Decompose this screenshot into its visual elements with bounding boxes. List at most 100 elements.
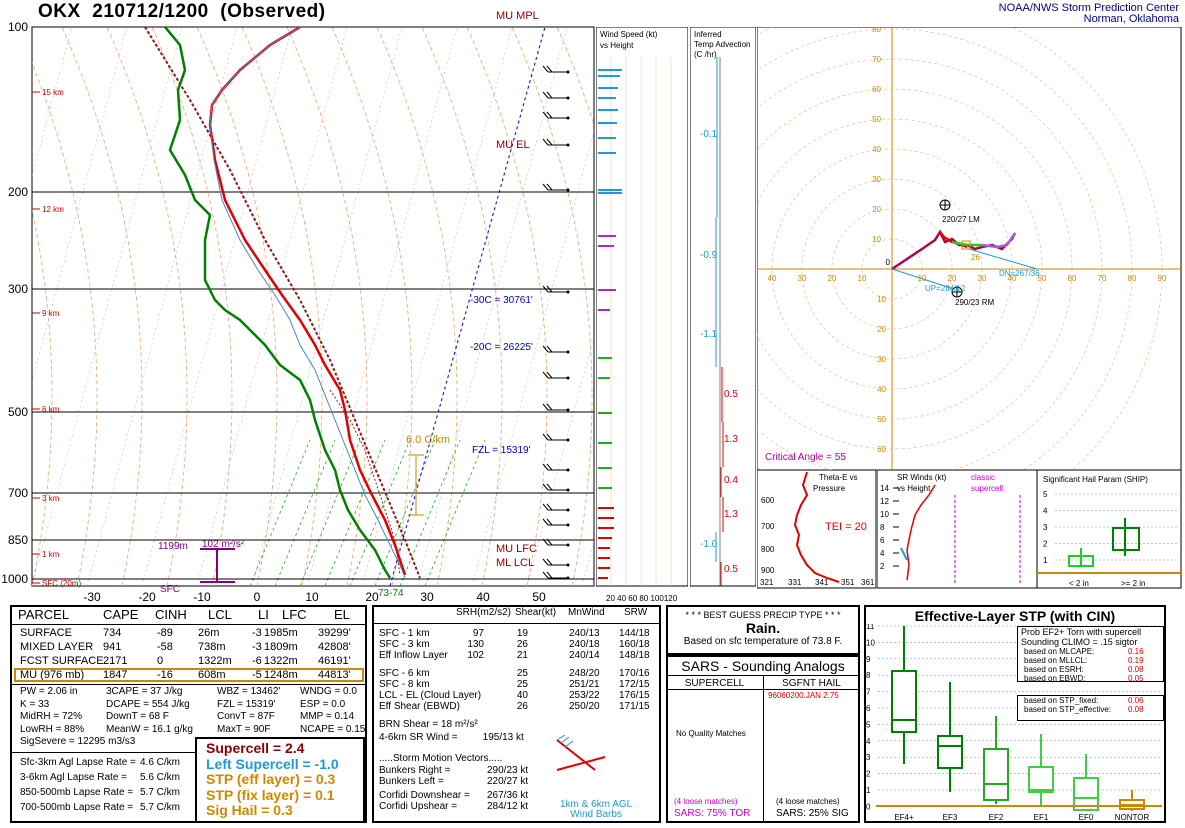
wind-barb-base	[566, 70, 570, 74]
wind-barb-feather	[546, 538, 553, 546]
sr-wind-profile	[906, 484, 936, 581]
station-id: OKX	[38, 1, 81, 22]
corfidi-down-value: 267/36 kt	[487, 790, 529, 801]
hodo-x-label: 30	[798, 274, 807, 283]
hodo-ring-label: 80	[872, 27, 881, 34]
wind-barb-feather	[542, 183, 549, 191]
hodo-x-label: 10	[918, 274, 927, 283]
isotherm	[141, 27, 293, 586]
wind-barb-base	[566, 543, 570, 547]
lapse-rate-value: 5.6 C/km	[140, 772, 181, 783]
stp-ytick: 6	[866, 704, 871, 713]
wind-barb-feather	[542, 503, 549, 511]
parcel-hdr-el: EL	[334, 607, 350, 622]
kinematics-cell: 144/18	[619, 628, 650, 639]
height-axis: 15 km 12 km 9 km 6 km 3 km 1 km SFC (20m)	[32, 88, 81, 588]
isotherm	[416, 27, 568, 586]
te-xtick-361: 361	[861, 578, 875, 587]
index-value: ESP = 0.0	[300, 698, 346, 710]
parcel-cell: -89	[157, 627, 173, 639]
parcel-hdr-cape: CAPE	[103, 607, 139, 622]
kinematics-cell: 26	[516, 701, 528, 712]
stp-prob-label: based on MLCAPE:	[1024, 647, 1095, 656]
stp-prob-box: Prob EF2+ Torn with supercell Sounding C…	[1017, 626, 1164, 683]
stp-ytick: 9	[866, 655, 871, 664]
lapse-rate-value: 5.7 C/km	[140, 787, 181, 798]
hodo-y-label: 10	[877, 295, 886, 304]
corfidi-down-label: Corfidi Downshear =	[379, 790, 470, 801]
ship-panel: Significant Hail Param (SHIP) 5 4 3 2 1 < 2 …	[1037, 470, 1182, 589]
m20c-label: -20C = 26225'	[470, 342, 533, 353]
sr-winds-panel: SR Winds (kt) vs Height classic supercel…	[877, 470, 1037, 589]
wind-speed-bar	[598, 137, 616, 139]
kinematics-cell: 160/18	[619, 639, 650, 650]
sr-wind-46: 4-6km SR Wind = 195/13 kt	[379, 732, 524, 743]
precip-based: Based on sfc temperature of 73.8 F.	[683, 636, 843, 647]
parcel-cell: -3	[252, 641, 262, 653]
sfc-temps-label: 73-74	[378, 588, 404, 599]
composite-index: STP (eff layer) = 0.3	[206, 771, 336, 787]
kinematics-cell: 148/18	[619, 650, 650, 661]
index-value: DCAPE = 554 J/kg	[106, 698, 190, 710]
kinematics-row: SFC - 6 km 25 248/20 170/16	[379, 668, 659, 679]
precip-content: * * * BEST GUESS PRECIP TYPE * * * Rain.…	[666, 610, 860, 647]
index-value: SigSevere = 12295 m3/s3	[20, 736, 136, 747]
dry-adiabat	[331, 27, 413, 586]
dry-adiabat	[0, 27, 7, 586]
lapse-rate-label: 3-6km Agl Lapse Rate =	[20, 772, 128, 783]
analogs-vertical-divider	[763, 676, 764, 823]
te-ytick-800: 800	[761, 545, 775, 554]
parcel-cell: -3	[252, 627, 262, 639]
wind-speed-bar	[598, 75, 620, 77]
analogs-no-quality: No Quality Matches	[676, 729, 746, 738]
analogs-loose-2: (4 loose matches)	[776, 797, 840, 806]
dry-adiabat	[241, 27, 323, 586]
hodo-x-label: 60	[1068, 274, 1077, 283]
stp-prob-title-1: Prob EF2+ Torn with supercell	[1021, 627, 1142, 637]
index-value: DownT = 68 F	[106, 711, 169, 722]
parcel-cell: -58	[157, 641, 173, 653]
wind-barb-base	[566, 143, 570, 147]
kinematics-cell: 19	[516, 628, 528, 639]
wind-barb-feather	[546, 433, 553, 441]
srw-ytick: 8	[880, 523, 885, 532]
parcel-row: MIXED LAYER 941 -58 738m -3 1809m 42808'	[20, 641, 365, 655]
stp-prob-row: based on EBWD: 0.05	[1018, 674, 1163, 683]
critical-angle-label: Critical Angle = 55	[765, 452, 846, 463]
ship-frame	[1037, 470, 1182, 589]
te-title-1: Theta-E vs	[819, 473, 858, 482]
wind-barb-feather	[546, 138, 553, 146]
wind-speed-bar	[598, 537, 612, 539]
wind-speed-bar	[598, 289, 616, 291]
wind-barb-feather	[546, 111, 553, 119]
stp-ytick: 10	[866, 638, 875, 647]
height-tick-label: 15 km	[42, 88, 64, 97]
pressure-tick-label: 850	[8, 533, 28, 547]
stp-ytick: 5	[866, 720, 871, 729]
index-value: MaxT = 90F	[217, 723, 271, 735]
stp-ytick: 7	[866, 688, 871, 697]
parcel-cell: MU (976 mb)	[20, 669, 85, 681]
isotherm	[32, 27, 73, 178]
wind-barb-feather	[542, 345, 549, 353]
parcel-cell: 39299'	[318, 627, 351, 639]
bunkers-right-label: Bunkers Right =	[379, 765, 451, 776]
dry-adiabat	[286, 27, 368, 586]
stp-prob-value: 0.19	[1128, 656, 1144, 665]
parcel-row: SURFACE 734 -89 26m -3 1985m 39299'	[20, 627, 365, 641]
wind-speed-bar	[598, 557, 610, 559]
srw-classic-2: supercell	[971, 484, 1003, 493]
index-value: K = 33	[20, 698, 50, 710]
pressure-tick-label: 300	[8, 282, 28, 296]
zero-isotherm	[389, 27, 546, 586]
skewt-panel: 100 200 300 500 700 850 1000 -30 -20 -10 0 10 20 30 4…	[0, 10, 595, 604]
analogs-col2: SGFNT HAIL	[782, 678, 841, 689]
theta-e-panel: Theta-E vs Pressure TEI = 20 600 700 800…	[757, 470, 877, 589]
lapse-rate-label: 6.0 C/km	[406, 434, 450, 446]
ship-ytick: 2	[1043, 540, 1048, 549]
hodo-lm-label: 220/27 LM	[942, 215, 980, 224]
wind-speed-bar	[598, 235, 616, 237]
credit-line-2: Norman, Oklahoma	[1083, 13, 1179, 25]
parcel-trace	[144, 27, 421, 579]
hodo-y-label: 60	[877, 445, 886, 454]
